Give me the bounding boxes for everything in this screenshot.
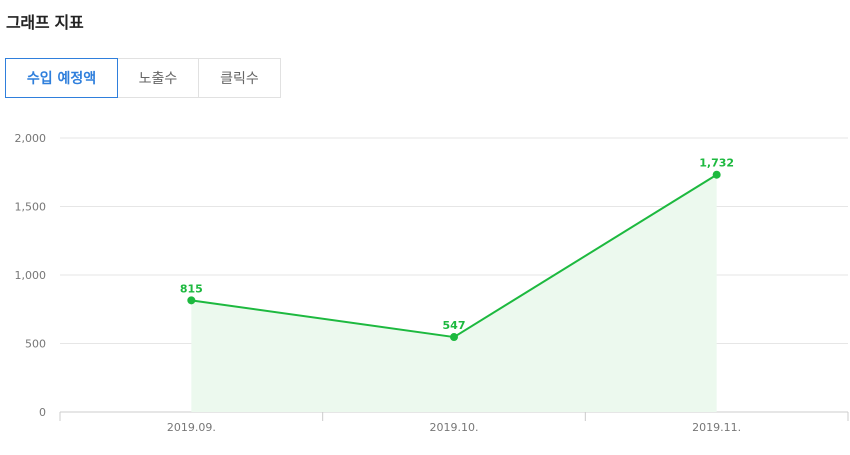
tab-expected-revenue[interactable]: 수입 예정액 (5, 58, 118, 98)
x-tick-label: 2019.09. (167, 421, 216, 434)
series-line-segment (453, 173, 718, 338)
data-label: 547 (443, 319, 466, 332)
series-line-segment (191, 299, 455, 339)
data-point (187, 296, 196, 305)
y-tick-label: 0 (39, 406, 46, 419)
data-label: 1,732 (699, 157, 734, 170)
tab-impressions[interactable]: 노출수 (117, 58, 199, 98)
y-tick-label: 500 (25, 338, 46, 351)
page-title: 그래프 지표 (6, 13, 84, 32)
tab-clicks[interactable]: 클릭수 (198, 58, 281, 98)
data-label: 815 (180, 282, 203, 295)
data-point (712, 170, 721, 179)
y-tick-label: 2,000 (15, 132, 47, 145)
x-tick-label: 2019.11. (692, 421, 741, 434)
y-tick-label: 1,500 (15, 201, 47, 214)
series-area-fill (191, 174, 717, 412)
revenue-line-chart: 0 500 1,000 1,500 2,000 2019.09. 2019.10. 2019.… (15, 132, 849, 434)
x-tick-label: 2019.10. (430, 421, 479, 434)
metric-tabs: 수입 예정액 노출수 클릭수 (5, 58, 281, 98)
data-point (450, 333, 458, 342)
y-tick-label: 1,000 (15, 269, 47, 282)
